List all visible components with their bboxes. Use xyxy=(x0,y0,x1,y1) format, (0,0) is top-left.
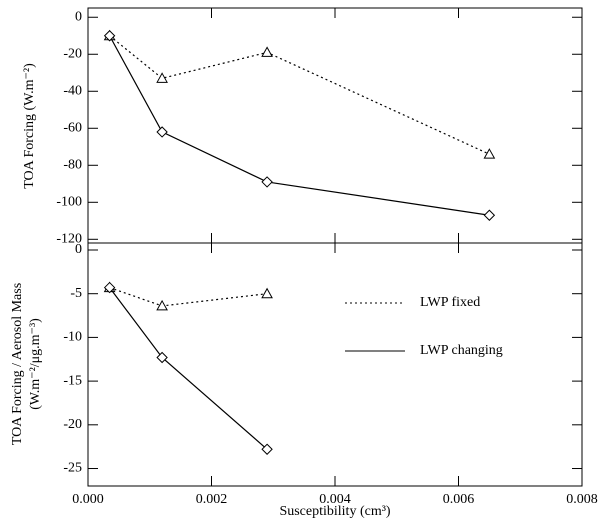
marker xyxy=(261,46,273,57)
panel-frame xyxy=(87,7,583,244)
marker xyxy=(156,72,168,83)
y-tick-label: -80 xyxy=(63,158,82,173)
x-tick-label: 0.006 xyxy=(443,492,475,507)
x-tick-label: 0.002 xyxy=(196,492,228,507)
y-tick-label: -120 xyxy=(56,232,82,247)
series-line xyxy=(109,35,490,216)
y-tick-label: -10 xyxy=(63,330,82,345)
marker xyxy=(156,351,168,364)
y-tick-label: -40 xyxy=(63,83,82,98)
y-tick-label: -100 xyxy=(56,195,82,210)
marker xyxy=(483,209,496,221)
legend-label: LWP fixed xyxy=(420,295,480,310)
x-tick-label: 0.004 xyxy=(319,492,351,507)
marker xyxy=(483,148,496,159)
marker xyxy=(103,30,116,42)
series-line xyxy=(109,287,268,450)
y-axis-label: (W.m⁻²/μg.m⁻³) xyxy=(28,318,43,410)
y-tick-label: -5 xyxy=(70,286,82,301)
marker xyxy=(156,299,168,311)
panel-frame xyxy=(87,242,583,487)
legend-label: LWP changing xyxy=(420,343,503,358)
y-tick-label: 0 xyxy=(75,9,82,24)
y-tick-label: -15 xyxy=(63,373,82,388)
y-axis-label: TOA Forcing / Aerosol Mass xyxy=(10,283,25,445)
x-axis-label: Susceptibility (cm³) xyxy=(279,504,390,519)
series-line xyxy=(109,287,268,307)
marker xyxy=(261,287,273,299)
series-line xyxy=(109,35,490,155)
marker xyxy=(261,443,273,455)
y-tick-label: 0 xyxy=(75,242,82,257)
x-tick-label: 0.000 xyxy=(72,492,104,507)
marker xyxy=(156,126,168,138)
y-tick-label: -25 xyxy=(63,461,82,476)
x-tick-label: 0.008 xyxy=(566,492,598,507)
y-tick-label: -20 xyxy=(63,46,82,61)
marker xyxy=(261,176,273,188)
marker xyxy=(103,281,116,294)
y-axis-label: TOA Forcing (W.m⁻²) xyxy=(22,63,37,189)
y-tick-label: -20 xyxy=(63,417,82,432)
y-tick-label: -60 xyxy=(63,120,82,135)
